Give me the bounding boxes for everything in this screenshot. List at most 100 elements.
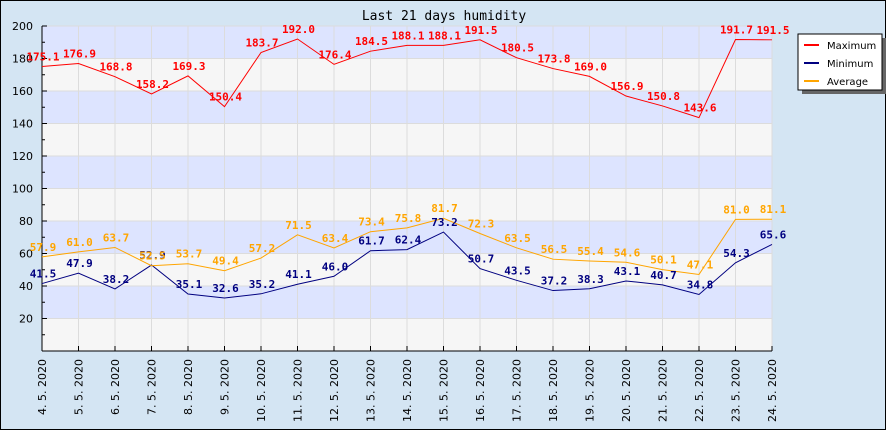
data-label: 191.5 (464, 24, 497, 37)
data-label: 43.5 (504, 264, 531, 277)
data-label: 32.6 (212, 282, 239, 295)
legend: Maximum Minimum Average (797, 33, 886, 94)
data-label: 55.4 (577, 245, 604, 258)
data-label: 63.5 (504, 232, 531, 245)
x-tick-label: 13. 5. 2020 (365, 359, 378, 422)
data-label: 54.6 (614, 246, 641, 259)
x-tick-label: 17. 5. 2020 (511, 359, 524, 422)
y-tick-label: 200 (12, 20, 33, 33)
data-label: 35.1 (176, 278, 203, 291)
data-label: 61.0 (66, 236, 93, 249)
data-series (41, 38, 773, 299)
data-label: 54.3 (723, 247, 750, 260)
data-label: 169.0 (574, 60, 607, 73)
data-label: 188.1 (428, 29, 461, 42)
y-tick-label: 120 (12, 150, 33, 163)
x-tick-label: 21. 5. 2020 (657, 359, 670, 422)
x-tick-label: 12. 5. 2020 (328, 359, 341, 422)
x-tick-label: 19. 5. 2020 (584, 359, 597, 422)
data-label: 47.9 (66, 257, 93, 270)
data-label: 40.7 (650, 269, 677, 282)
data-label: 56.5 (541, 243, 568, 256)
data-label: 57.9 (30, 241, 57, 254)
data-label: 50.7 (468, 253, 495, 266)
legend-label: Maximum (827, 41, 876, 52)
x-tick-label: 20. 5. 2020 (620, 359, 633, 422)
data-label: 183.7 (245, 36, 278, 49)
data-label: 47.1 (687, 258, 714, 271)
data-label: 176.9 (63, 48, 96, 61)
data-label: 52.9 (139, 249, 166, 262)
x-tick-label: 23. 5. 2020 (730, 359, 743, 422)
data-label: 65.6 (760, 228, 787, 241)
data-label: 156.9 (610, 80, 643, 93)
data-label: 168.8 (99, 61, 132, 74)
x-tick-label: 22. 5. 2020 (693, 359, 706, 422)
x-tick-label: 24. 5. 2020 (766, 359, 779, 422)
data-label: 52.5 (139, 250, 166, 263)
data-label: 53.7 (176, 248, 203, 261)
x-tick-label: 8. 5. 2020 (182, 359, 195, 415)
x-tick-label: 14. 5. 2020 (401, 359, 414, 422)
x-tick-label: 18. 5. 2020 (547, 359, 560, 422)
x-tick-label: 10. 5. 2020 (255, 359, 268, 422)
y-tick-label: 100 (12, 183, 33, 196)
data-label: 72.3 (468, 218, 495, 231)
legend-label: Minimum (827, 59, 873, 70)
data-label: 57.2 (249, 242, 276, 255)
data-label: 73.2 (431, 216, 458, 229)
data-label: 35.2 (249, 278, 276, 291)
data-label: 63.4 (322, 232, 349, 245)
x-tick-label: 15. 5. 2020 (438, 359, 451, 422)
data-label: 169.3 (172, 60, 205, 73)
axes: 20 40 60 80 100 120 140 160 180 200 4. 5. 2020 5. 5… (12, 20, 779, 422)
y-tick-label: 60 (19, 248, 33, 261)
series-line-minimum (41, 231, 773, 299)
data-label: 38.3 (577, 273, 604, 286)
data-label: 81.0 (723, 203, 750, 216)
data-label: 41.1 (285, 268, 312, 281)
data-label: 173.8 (537, 53, 570, 66)
y-tick-label: 40 (19, 280, 33, 293)
y-tick-label: 20 (19, 313, 33, 326)
data-label: 81.7 (431, 202, 458, 215)
data-label: 192.0 (282, 23, 315, 36)
data-label: 150.4 (209, 91, 242, 104)
x-tick-label: 16. 5. 2020 (474, 359, 487, 422)
series-line-average (41, 217, 773, 275)
legend-label: Average (827, 77, 868, 88)
series-line-maximum (41, 38, 773, 119)
data-label: 73.4 (358, 216, 385, 229)
data-label: 71.5 (285, 219, 312, 232)
data-label: 191.7 (720, 23, 753, 36)
data-label: 81.1 (760, 203, 787, 216)
x-tick-label: 4. 5. 2020 (36, 359, 49, 415)
data-label: 46.0 (322, 260, 349, 273)
x-tick-label: 11. 5. 2020 (292, 359, 305, 422)
data-label: 191.5 (756, 24, 789, 37)
x-tick-label: 5. 5. 2020 (73, 359, 86, 415)
data-label: 75.8 (395, 212, 422, 225)
data-label: 176.4 (318, 48, 351, 61)
y-tick-label: 160 (12, 85, 33, 98)
y-tick-label: 80 (19, 215, 33, 228)
data-label: 143.6 (683, 102, 716, 115)
grid-lines (42, 25, 773, 351)
y-tick-label: 180 (12, 53, 33, 66)
data-label: 50.1 (650, 254, 677, 267)
data-label: 188.1 (391, 29, 424, 42)
x-tick-label: 6. 5. 2020 (109, 359, 122, 415)
data-label: 38.2 (103, 273, 130, 286)
data-label: 34.8 (687, 278, 714, 291)
data-label: 62.4 (395, 234, 422, 247)
y-tick-label: 140 (12, 118, 33, 131)
data-label: 63.7 (103, 231, 130, 244)
data-label: 184.5 (355, 35, 388, 48)
data-label: 150.8 (647, 90, 680, 103)
data-label: 43.1 (614, 265, 641, 278)
data-label: 61.7 (358, 235, 385, 248)
data-label: 41.5 (30, 268, 57, 281)
